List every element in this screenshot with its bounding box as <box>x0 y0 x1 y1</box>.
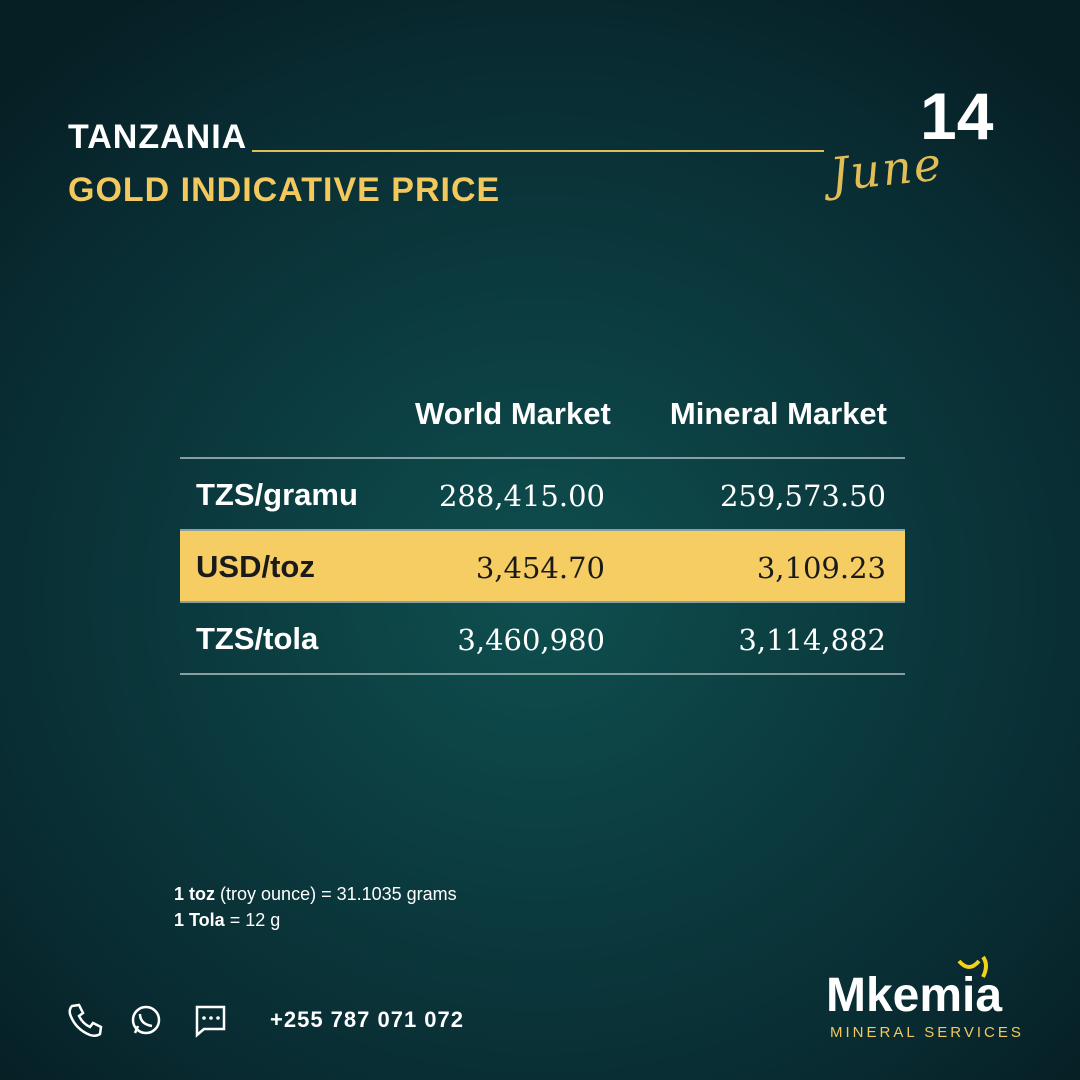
row-label: TZS/tola <box>196 621 319 656</box>
brand: Mkemia <box>826 969 1003 1022</box>
cell: 3,454.70 <box>475 551 605 585</box>
note-text: (troy ounce) = 31.1035 grams <box>220 884 457 904</box>
contact-icons <box>68 1003 226 1038</box>
cell: 3,109.23 <box>756 551 886 585</box>
table-row: TZS/gramu 288,415.00 259,573.50 <box>180 457 905 529</box>
note: 1 Tola = 12 g <box>174 910 280 931</box>
message-icon <box>195 1005 226 1038</box>
column-header: World Market <box>415 396 611 431</box>
row-label: TZS/gramu <box>196 477 358 512</box>
table-row-highlight: USD/toz 3,454.70 3,109.23 <box>180 529 905 601</box>
logo-mark <box>957 955 988 978</box>
dot <box>216 1016 220 1020</box>
whatsapp-detail <box>133 1013 153 1034</box>
row-label: USD/toz <box>196 549 315 584</box>
day: 14 <box>920 79 994 153</box>
country: TANZANIA <box>68 118 248 156</box>
phone-number: +255 787 071 072 <box>270 1007 465 1032</box>
dot <box>209 1016 213 1020</box>
table-row: TZS/tola 3,460,980 3,114,882 <box>180 601 905 673</box>
whatsapp-icon <box>131 1005 161 1035</box>
cell: 3,460,980 <box>457 623 605 657</box>
column-header: Mineral Market <box>669 396 887 431</box>
brand-subtitle: MINERAL SERVICES <box>830 1024 1024 1041</box>
note-term: 1 Tola <box>174 910 225 930</box>
cell: 288,415.00 <box>438 479 605 513</box>
cell: 3,114,882 <box>738 623 886 657</box>
rule <box>252 150 824 152</box>
dot <box>202 1016 206 1020</box>
title: GOLD INDICATIVE PRICE <box>68 171 501 209</box>
note: 1 toz (troy ounce) = 31.1035 grams <box>174 884 457 905</box>
note-text: = 12 g <box>229 910 281 930</box>
cell: 259,573.50 <box>719 479 886 513</box>
note-term: 1 toz <box>174 884 216 904</box>
month: June <box>827 136 946 202</box>
phone-icon <box>68 1003 103 1038</box>
rule <box>180 673 905 675</box>
logo-swoosh <box>957 955 988 978</box>
